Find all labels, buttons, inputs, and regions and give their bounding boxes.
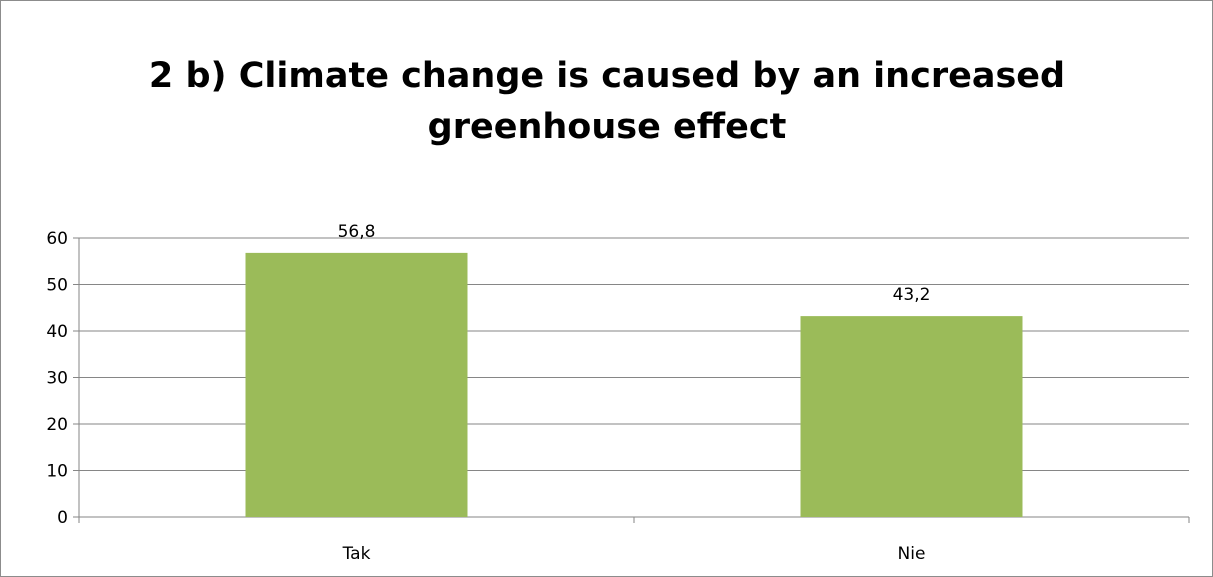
chart-title-line-1: 2 b) Climate change is caused by an incr… (149, 56, 1065, 96)
chart-title-line-2: greenhouse effect (428, 107, 787, 147)
x-tick-label-nie: Nie (898, 544, 926, 564)
y-tick-label: 50 (46, 276, 68, 296)
y-tick-label: 60 (46, 229, 68, 249)
y-tick-label: 30 (46, 369, 68, 389)
data-label-tak: 56,8 (338, 222, 376, 242)
data-label-nie: 43,2 (893, 285, 931, 305)
y-tick-label: 10 (46, 462, 68, 482)
bar-tak (245, 252, 468, 517)
y-tick-label: 20 (46, 415, 68, 435)
bar-nie (800, 316, 1023, 517)
x-tick-label-tak: Tak (342, 544, 371, 564)
y-tick-label: 0 (57, 508, 68, 528)
labels: 0 10 20 30 40 50 60 56,8 Tak 43,2 Nie (46, 222, 930, 564)
y-tick-label: 40 (46, 322, 68, 342)
bars (245, 252, 1023, 517)
